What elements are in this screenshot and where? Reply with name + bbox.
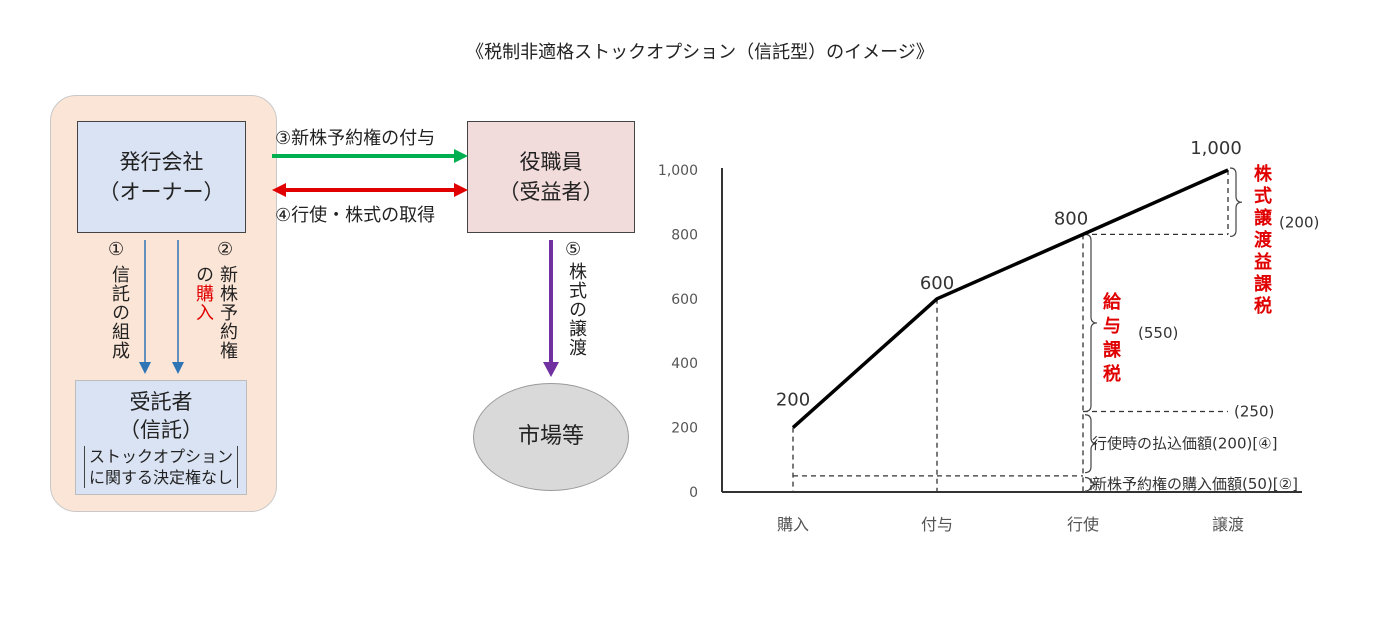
svg-text:益: 益 xyxy=(1254,251,1272,273)
trustee-note-line1: ストックオプション xyxy=(88,446,233,466)
data-label: 200 xyxy=(776,390,810,411)
x-tick-label: 行使 xyxy=(1067,515,1099,534)
diagram-arrows xyxy=(139,149,559,377)
step1-label: 信託の組成 xyxy=(109,265,130,360)
salary-amount: (550) xyxy=(1138,324,1178,342)
svg-text:課: 課 xyxy=(1254,273,1273,295)
step2-number: ② xyxy=(217,239,234,260)
market-label: 市場等 xyxy=(517,424,584,449)
brace-purchase-price xyxy=(1084,476,1098,492)
step1-number: ① xyxy=(108,239,125,260)
step5-arrow-head xyxy=(543,362,559,377)
brace-stock-gain xyxy=(1229,167,1243,237)
page-title: 《税制非適格ストックオプション（信託型）のイメージ》 xyxy=(466,42,934,63)
step3-arrow-head xyxy=(454,149,468,163)
trustee-sub-label: （信託） xyxy=(119,417,203,442)
issuer-box: 発行会社 （オーナー） xyxy=(77,121,246,233)
trustee-label: 受託者 xyxy=(129,389,193,414)
step4-arrow-head-right xyxy=(454,183,468,197)
svg-text:税: 税 xyxy=(1254,295,1272,317)
y-tick-label: 200 xyxy=(671,421,698,437)
value-chart: 0 200 400 600 800 1,000 購入 付与 行使 譲渡 200 600 800 1,00… xyxy=(658,138,1319,534)
svg-text:渡: 渡 xyxy=(1254,229,1273,251)
y-tick-label: 400 xyxy=(671,356,698,372)
trustee-note-line2: に関する決定権なし xyxy=(88,467,233,487)
series-line xyxy=(791,168,1229,429)
step2-label-particle: の xyxy=(193,265,214,284)
data-label: 600 xyxy=(920,273,954,294)
officer-label: 役職員 xyxy=(519,150,583,174)
svg-text:式: 式 xyxy=(1254,185,1272,207)
step2-label-line1: 新株予約権 xyxy=(217,265,238,360)
step3-label: ③新株予約権の付与 xyxy=(275,128,436,149)
data-label: 1,000 xyxy=(1190,138,1242,159)
issuer-label: 発行会社 xyxy=(119,150,204,174)
step4-label: ④行使・株式の取得 xyxy=(275,205,436,226)
data-label: 800 xyxy=(1054,208,1088,229)
purchase-price-label: 新株予約権の購入価額(50)[②] xyxy=(1092,475,1298,493)
brace-exercise-price xyxy=(1084,414,1098,474)
svg-text:給: 給 xyxy=(1103,291,1122,313)
market-ellipse: 市場等 xyxy=(473,383,629,491)
trustee-note: ストックオプション に関する決定権なし xyxy=(83,445,238,488)
svg-text:税: 税 xyxy=(1103,363,1121,385)
issuer-sub-label: （オーナー） xyxy=(98,180,225,204)
x-tick-label: 購入 xyxy=(777,515,809,534)
y-tick-label: 600 xyxy=(671,292,698,308)
svg-text:株: 株 xyxy=(1254,163,1273,185)
y-tick-label: 1,000 xyxy=(658,163,698,179)
officer-box: 役職員 （受益者） xyxy=(467,121,635,233)
x-tick-label: 譲渡 xyxy=(1212,515,1244,534)
x-tick-label: 付与 xyxy=(921,515,953,534)
step4-arrow-head-left xyxy=(272,183,286,197)
officer-sub-label: （受益者） xyxy=(498,180,604,204)
trustee-box: 受託者 （信託） ストックオプション に関する決定権なし xyxy=(75,380,247,495)
svg-text:課: 課 xyxy=(1103,339,1122,361)
level-250-label: (250) xyxy=(1234,403,1274,421)
svg-text:与: 与 xyxy=(1103,316,1121,337)
step5-label: 株式の譲渡 xyxy=(566,262,587,357)
step2-label-purchase: 購入 xyxy=(193,284,214,322)
y-tick-label: 0 xyxy=(689,485,698,501)
step2-label-line2: の購入 xyxy=(191,265,215,322)
y-tick-label: 800 xyxy=(671,227,698,243)
brace-salary xyxy=(1084,233,1098,413)
exercise-price-label: 行使時の払込価額(200)[④] xyxy=(1092,435,1278,453)
stock-gain-amount: (200) xyxy=(1279,213,1319,231)
svg-text:譲: 譲 xyxy=(1254,207,1273,229)
step5-number: ⑤ xyxy=(565,239,582,260)
